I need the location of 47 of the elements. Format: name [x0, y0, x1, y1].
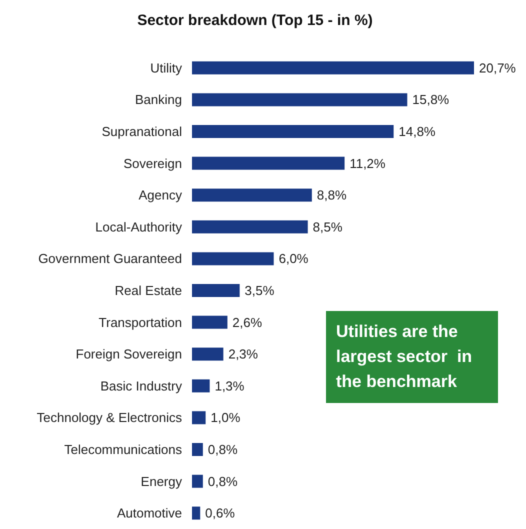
bar: [192, 252, 274, 266]
bar: [192, 220, 308, 234]
data-label: 6,0%: [278, 251, 309, 266]
data-label: 0,6%: [205, 506, 236, 521]
data-label: 8,5%: [312, 219, 343, 234]
y-tick-label: Foreign Sovereign: [76, 346, 182, 362]
bar: [192, 411, 206, 424]
bar: [192, 506, 200, 520]
annotation: Utilities are the largest sector in the benchmark: [336, 322, 477, 391]
bar: [192, 316, 228, 329]
data-label: 2,6%: [232, 314, 262, 330]
data-label: 0,8%: [208, 474, 238, 489]
y-tick-label: Supranational: [102, 124, 182, 139]
bar: [192, 284, 240, 297]
y-tick-label: Sovereign: [123, 156, 182, 171]
data-label: 8,8%: [316, 188, 347, 203]
data-label: 20,7%: [479, 60, 516, 76]
data-label: 3,5%: [244, 283, 275, 298]
y-tick-label: Automotive: [116, 506, 182, 521]
y-tick-label: Agency: [138, 188, 182, 203]
bar: [192, 474, 203, 488]
data-label: 14,8%: [398, 124, 436, 139]
data-label: 1,3%: [214, 378, 245, 394]
data-label: 11,2%: [350, 156, 386, 171]
bar: [192, 61, 474, 74]
y-tick-label: Transportation: [98, 314, 182, 330]
data-label: 2,3%: [228, 346, 258, 362]
bar: [192, 188, 312, 202]
y-tick-label: Utility: [150, 60, 182, 76]
data-label: 15,8%: [412, 92, 450, 108]
data-label: 0,8%: [208, 442, 238, 457]
y-tick-label: Technology & Electronics: [36, 410, 182, 426]
bar: [192, 379, 210, 392]
y-tick-label: Government Guaranteed: [38, 251, 182, 266]
y-tick-label: Local-Authority: [95, 219, 182, 234]
bar: [192, 93, 408, 106]
y-tick-label: Real Estate: [114, 283, 182, 298]
bar: [192, 443, 203, 456]
data-label: 1,0%: [210, 410, 241, 426]
y-tick-label: Energy: [140, 474, 182, 489]
y-tick-label: Banking: [135, 92, 182, 108]
bar: [192, 348, 224, 361]
bar: [192, 125, 394, 138]
bar: [192, 156, 345, 170]
y-tick-label: Basic Industry: [100, 378, 182, 394]
chart-title: Sector breakdown (Top 15 - in %): [137, 12, 373, 29]
y-tick-label: Telecommunications: [64, 442, 182, 457]
